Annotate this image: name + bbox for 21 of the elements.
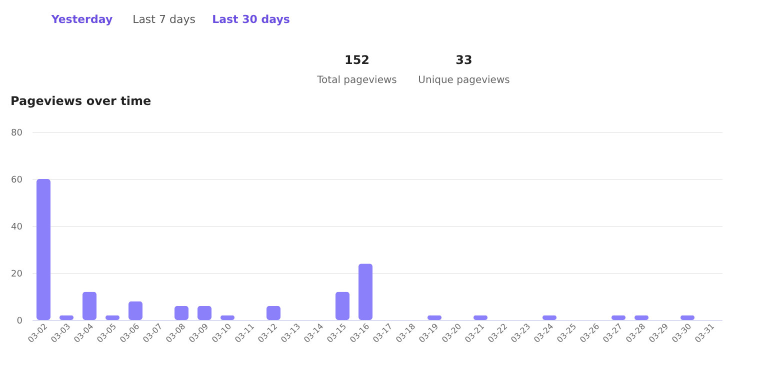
text: Last 30 days — [212, 13, 290, 26]
bar — [266, 306, 280, 320]
bar — [36, 179, 50, 320]
bar — [198, 306, 212, 320]
text: Total pageviews — [316, 75, 397, 86]
bar — [128, 301, 142, 320]
y-tick-label: 80 — [11, 128, 23, 138]
bar — [82, 292, 96, 320]
text: 152 — [344, 53, 370, 67]
y-tick-label: 40 — [11, 222, 23, 232]
bar — [336, 292, 350, 320]
bar — [358, 264, 372, 320]
text: Unique pageviews — [418, 75, 510, 86]
y-tick-label: 20 — [11, 270, 23, 280]
text: Yesterday — [50, 13, 113, 26]
bar — [174, 306, 188, 320]
y-tick-label: 0 — [16, 316, 23, 326]
y-tick-label: 60 — [11, 176, 23, 186]
chart-title: Pageviews over time — [10, 94, 152, 108]
text: 33 — [456, 53, 472, 67]
text: Last 7 days — [132, 13, 196, 26]
